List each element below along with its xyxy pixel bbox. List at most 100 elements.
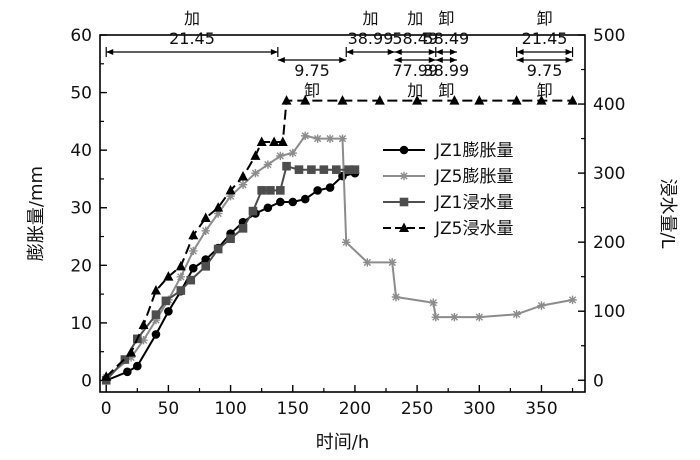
- series-1-point: [300, 194, 310, 204]
- stage-value-label: 38.99: [348, 29, 394, 48]
- left-y-tick-label: 10: [70, 314, 92, 334]
- series-1-point: [263, 203, 273, 213]
- series-3-point: [151, 310, 161, 319]
- series-4-point: [412, 95, 423, 105]
- series-3-point: [307, 165, 316, 174]
- series-3-point: [120, 355, 130, 364]
- stage-op-label: 卸: [438, 81, 454, 100]
- series-4-point: [200, 212, 211, 222]
- stage-arrow-top-arrowhead-right: [387, 49, 395, 55]
- series-4-point: [256, 136, 267, 147]
- stage-arrow-top-arrowhead-right: [428, 49, 436, 55]
- series-2-point: [431, 312, 440, 322]
- legend-label: JZ1浸水量: [434, 193, 513, 213]
- left-y-tick-label: 60: [70, 26, 92, 46]
- x-tick-label: 200: [339, 399, 371, 419]
- series-2-point: [288, 148, 297, 158]
- data-series: [101, 95, 578, 385]
- stage-op-label: 加: [407, 9, 423, 28]
- right-y-tick-label: 300: [593, 164, 625, 184]
- series-4-point: [213, 202, 224, 212]
- series-2-point: [450, 312, 459, 322]
- legend-marker: [399, 222, 409, 232]
- series-4-point: [126, 347, 137, 357]
- legend-marker: [399, 145, 409, 155]
- x-tick-label: 0: [101, 399, 112, 419]
- stage-op-label: 加: [407, 81, 423, 100]
- stage-op-label: 卸: [537, 9, 553, 28]
- series-2-point: [126, 353, 136, 362]
- series-1-point: [164, 307, 173, 316]
- series-2-point: [512, 310, 521, 319]
- series-4-point: [188, 229, 199, 240]
- stage-arrow-top-arrowhead-right: [270, 49, 278, 55]
- stage-arrow-bottom-arrowhead-left: [516, 57, 524, 63]
- series-4-point: [175, 260, 186, 271]
- stage-arrow-bottom-arrowhead-right: [428, 57, 436, 63]
- right-y-tick-label: 0: [593, 371, 604, 391]
- series-3-point: [276, 186, 285, 195]
- series-2-point: [263, 160, 273, 169]
- axes: 0 50 100 150 200 250 300 350 0 10 20 30 40 50 60 0 100 20…: [70, 26, 625, 419]
- legend-label: JZ1膨胀量: [434, 141, 513, 161]
- legend-marker: [399, 171, 409, 181]
- stage-arrow-bottom-arrowhead-left: [277, 57, 285, 63]
- series-4-point: [511, 95, 522, 105]
- stage-arrow-top-arrowhead-right: [565, 49, 573, 55]
- series-2-point: [537, 301, 546, 310]
- series-1-point: [276, 197, 285, 207]
- series-2-point: [276, 151, 285, 161]
- series-2-point: [139, 335, 148, 345]
- series-3-point: [213, 244, 223, 254]
- stage-arrow-bottom-arrowhead-left: [394, 57, 402, 63]
- stage-op-label: 卸: [438, 9, 454, 28]
- stage-arrow-bottom-arrowhead-right: [339, 57, 347, 63]
- series-4-point: [374, 95, 385, 105]
- series-3-point: [186, 275, 196, 285]
- x-tick-label: 250: [401, 399, 433, 419]
- left-y-tick-label: 30: [70, 199, 92, 219]
- series-3-point: [176, 286, 186, 295]
- stage-value-label: 21.45: [169, 29, 215, 48]
- series-2-point: [429, 298, 438, 307]
- x-tick-label: 50: [158, 399, 180, 419]
- series-4-point: [225, 184, 236, 195]
- series-2-point: [475, 312, 484, 322]
- load-stage-annotations: 加21.45加38.99加58.49卸58.49卸21.459.75卸77.99…: [105, 9, 574, 100]
- series-4-point: [474, 95, 485, 105]
- plot-area: [99, 34, 586, 393]
- series-3-point: [226, 234, 235, 244]
- series-3-point: [201, 262, 211, 271]
- stage-value-label: 9.75: [527, 61, 563, 80]
- series-1-point: [188, 263, 198, 273]
- stage-value-label: 58.49: [423, 29, 469, 48]
- stage-value-label: 77.99: [392, 61, 438, 80]
- series-line-1: [105, 172, 356, 382]
- stage-value-label: 21.45: [522, 29, 568, 48]
- stage-op-label: 加: [362, 9, 378, 28]
- series-2-point: [342, 238, 351, 247]
- right-y-tick-label: 500: [593, 26, 625, 46]
- series-1-point: [325, 183, 335, 192]
- stage-value-label: 38.99: [423, 61, 469, 80]
- series-4-point: [250, 150, 261, 160]
- series-3-point: [238, 224, 248, 233]
- stage-op-label: 卸: [537, 81, 553, 100]
- series-1-point: [151, 330, 161, 339]
- left-y-axis-title: 膨胀量/mm: [26, 166, 47, 261]
- right-y-axis-title: 浸水量/L: [657, 178, 678, 248]
- series-4-point: [101, 371, 112, 381]
- stage-arrow-top-arrowhead-left: [516, 49, 524, 55]
- series-1-point: [313, 186, 322, 195]
- series-3-point: [266, 186, 275, 195]
- series-2-point: [338, 134, 347, 143]
- series-2-point: [391, 292, 401, 302]
- series-4-point: [138, 319, 149, 330]
- left-y-tick-label: 50: [70, 84, 92, 104]
- series-4-point: [300, 95, 311, 105]
- series-4-point: [163, 271, 174, 281]
- series-4-point: [449, 95, 460, 105]
- stage-arrow-bottom-arrowhead-left: [435, 57, 443, 63]
- left-y-tick-label: 20: [70, 256, 92, 276]
